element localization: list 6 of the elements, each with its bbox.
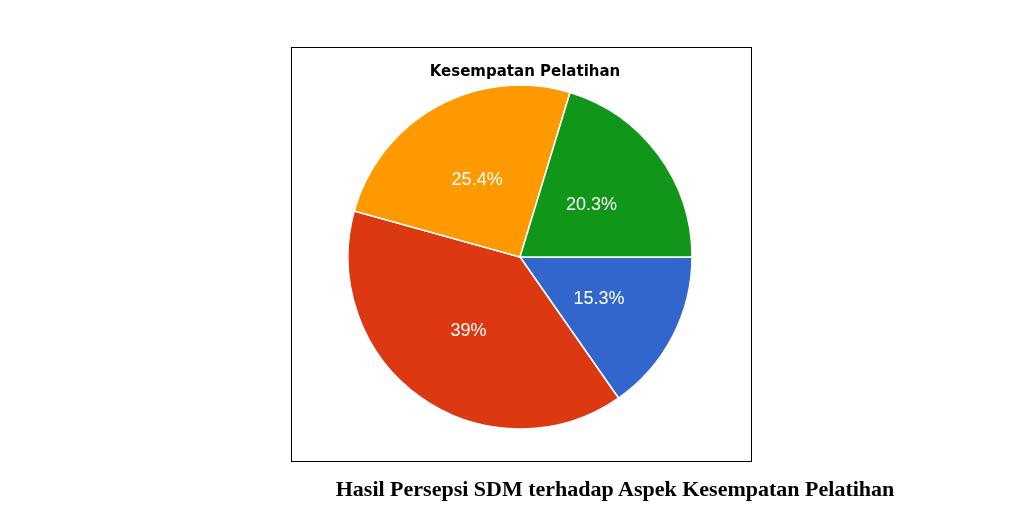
data-label: 15.3% [573,288,625,309]
chart-title: Kesempatan Pelatihan [429,61,621,80]
data-label: 20.3% [565,194,618,215]
text: Hasil Persepsi SDM terhadap Aspek Kesempatan Pelatihan [335,475,895,501]
data-label: 39% [450,319,487,340]
data-label: 25.4% [451,169,503,190]
